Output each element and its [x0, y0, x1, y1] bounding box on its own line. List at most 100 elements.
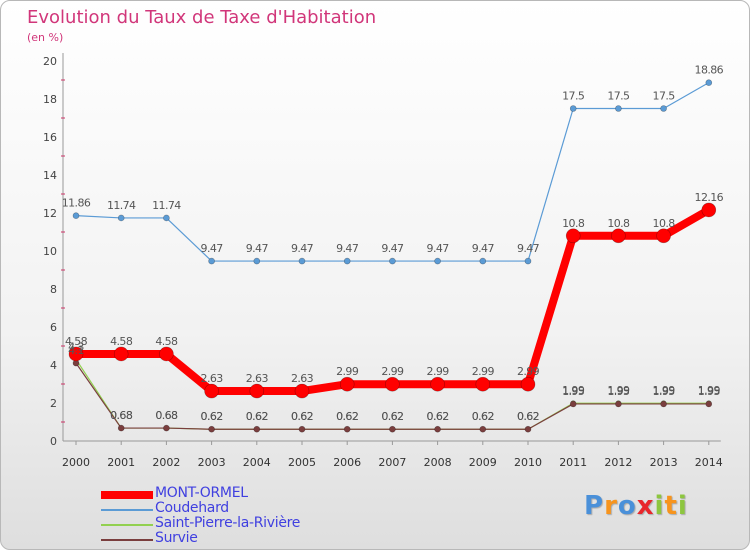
chart-title: Evolution du Taux de Taxe d'Habitation — [27, 7, 377, 28]
data-point-survie — [615, 400, 622, 408]
data-point-coudehard — [434, 257, 441, 265]
data-point-survie — [705, 400, 713, 408]
legend: MONT-ORMEL Coudehard Saint-Pierre-la-Riviè… — [101, 485, 401, 547]
data-point-survie — [298, 425, 306, 433]
y-tick-label: 18 — [43, 93, 57, 106]
data-point-coudehard — [524, 257, 532, 265]
y-tick-label: 0 — [50, 435, 57, 448]
data-point-coudehard — [343, 257, 351, 265]
data-label-saint-pierre-la-rivi-re: 0.62 — [381, 410, 403, 423]
data-point-mont-ormel — [113, 346, 129, 362]
data-point-survie — [343, 425, 351, 433]
data-label-mont-ormel: 2.63 — [201, 372, 224, 385]
data-point-mont-ormel — [68, 346, 84, 362]
x-tick-label: 2013 — [650, 456, 678, 469]
data-point-coudehard — [72, 212, 80, 219]
data-point-survie — [163, 424, 170, 432]
data-label-mont-ormel: 10.8 — [562, 217, 585, 230]
data-label-coudehard: 11.74 — [152, 199, 181, 212]
data-point-survie — [524, 425, 532, 433]
x-tick-label: 2005 — [288, 456, 316, 469]
data-label-coudehard: 9.47 — [427, 242, 450, 255]
data-label-mont-ormel: 12.16 — [695, 191, 724, 204]
data-label-mont-ormel: 4.58 — [65, 335, 88, 348]
data-point-coudehard — [569, 105, 577, 112]
x-tick-label: 2002 — [152, 456, 180, 469]
data-label-saint-pierre-la-rivi-re: 1.99 — [562, 384, 585, 397]
data-label-survie: 0.68 — [110, 409, 133, 422]
data-point-survie — [479, 425, 487, 433]
x-tick-label: 2014 — [695, 456, 723, 469]
data-label-coudehard: 9.47 — [336, 242, 359, 255]
data-point-coudehard — [298, 257, 306, 265]
x-tick-label: 2000 — [62, 456, 90, 469]
x-tick-label: 2007 — [378, 456, 406, 469]
data-point-coudehard — [253, 257, 261, 265]
data-label-mont-ormel: 2.99 — [472, 365, 495, 378]
x-tick-label: 2008 — [424, 456, 452, 469]
data-label-saint-pierre-la-rivi-re: 0.62 — [291, 410, 313, 423]
x-tick-label: 2004 — [243, 456, 271, 469]
line-chart: 0 2 4 6 8 10 12 14 16 18 20 2000 2001 2002 2003 2004 200… — [43, 53, 724, 469]
data-label-coudehard: 18.86 — [695, 64, 724, 77]
data-label-coudehard: 9.47 — [246, 242, 269, 255]
data-point-coudehard — [389, 257, 396, 265]
legend-label-saint-pierre-la-rivi-re: Saint-Pierre-la-Rivière — [155, 515, 301, 531]
y-tick-label: 14 — [43, 169, 57, 182]
data-label-survie: 0.62 — [472, 410, 494, 423]
data-label-survie: 0.62 — [291, 410, 313, 423]
data-label-saint-pierre-la-rivi-re: 4.3 — [68, 340, 84, 353]
legend-item-saint-pierre-la-rivi-re: Saint-Pierre-la-Rivière — [101, 515, 401, 532]
data-point-mont-ormel — [565, 228, 581, 244]
legend-swatch-saint-pierre-la-rivi-re — [101, 524, 153, 526]
data-label-saint-pierre-la-rivi-re: 0.62 — [517, 410, 539, 423]
data-label-survie: 0.62 — [201, 410, 223, 423]
data-point-survie — [389, 425, 396, 433]
x-tick-label: 2010 — [514, 456, 542, 469]
data-label-mont-ormel: 2.99 — [517, 365, 540, 378]
y-tick-label: 16 — [43, 131, 57, 144]
data-point-mont-ormel — [159, 346, 174, 362]
data-point-coudehard — [615, 105, 622, 112]
x-tick-label: 2001 — [107, 456, 135, 469]
data-label-coudehard: 11.74 — [107, 199, 136, 212]
legend-swatch-survie — [101, 539, 153, 541]
x-tick-label: 2006 — [333, 456, 361, 469]
data-point-survie — [569, 400, 577, 408]
data-point-mont-ormel — [475, 376, 491, 392]
data-label-survie: 1.95 — [562, 385, 585, 398]
data-label-coudehard: 17.5 — [562, 90, 585, 103]
data-point-mont-ormel — [701, 202, 717, 218]
data-point-coudehard — [117, 214, 125, 222]
data-point-mont-ormel — [611, 228, 626, 244]
data-point-coudehard — [705, 79, 713, 86]
legend-label-coudehard: Coudehard — [155, 500, 229, 516]
data-label-survie: 0.62 — [246, 410, 268, 423]
data-label-mont-ormel: 2.63 — [291, 372, 314, 385]
legend-label-survie: Survie — [155, 530, 198, 546]
data-label-survie: 4.1 — [68, 344, 84, 357]
data-point-mont-ormel — [294, 383, 310, 399]
data-label-survie: 0.62 — [336, 410, 358, 423]
data-label-coudehard: 17.5 — [607, 90, 630, 103]
data-point-survie — [208, 425, 215, 433]
data-label-mont-ormel: 2.63 — [246, 372, 269, 385]
data-label-mont-ormel: 4.58 — [110, 335, 133, 348]
y-tick-label: 6 — [50, 321, 57, 334]
data-point-mont-ormel — [339, 376, 355, 392]
data-label-saint-pierre-la-rivi-re: 1.99 — [653, 384, 676, 397]
data-point-coudehard — [660, 105, 667, 112]
data-label-saint-pierre-la-rivi-re: 0.62 — [336, 410, 358, 423]
legend-item-coudehard: Coudehard — [101, 500, 401, 517]
data-label-coudehard: 9.47 — [381, 242, 404, 255]
data-label-saint-pierre-la-rivi-re: 0.62 — [201, 410, 223, 423]
y-tick-label: 20 — [43, 55, 57, 68]
data-label-mont-ormel: 10.8 — [607, 217, 630, 230]
data-label-survie: 1.95 — [607, 385, 630, 398]
data-label-mont-ormel: 10.8 — [653, 217, 676, 230]
data-label-coudehard: 9.47 — [201, 242, 224, 255]
data-point-survie — [434, 425, 441, 433]
data-label-saint-pierre-la-rivi-re: 1.99 — [698, 384, 721, 397]
y-axis-unit: (en %) — [27, 31, 64, 44]
